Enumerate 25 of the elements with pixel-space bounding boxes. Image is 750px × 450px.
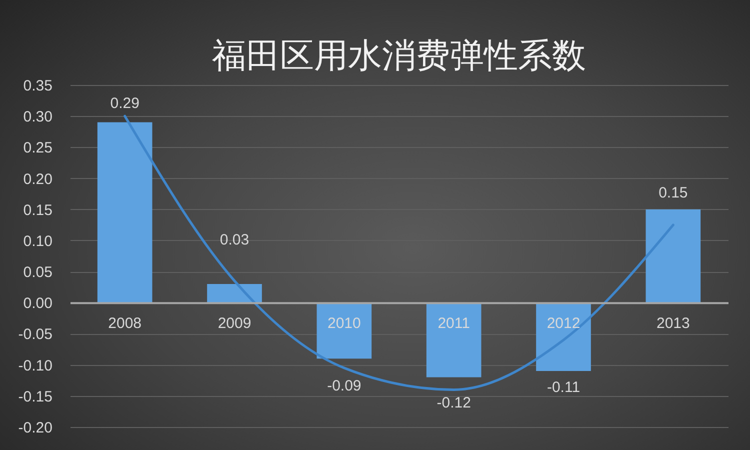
y-tick-label: -0.10 bbox=[18, 357, 52, 374]
y-tick-label: -0.05 bbox=[18, 326, 52, 344]
y-tick-label: 0.10 bbox=[23, 232, 52, 250]
y-tick-label: -0.15 bbox=[18, 388, 52, 406]
y-tick-label: -0.20 bbox=[18, 420, 52, 436]
x-tick-label: 2013 bbox=[656, 315, 690, 332]
y-tick-label: 0.30 bbox=[23, 108, 52, 126]
x-tick-label: 2012 bbox=[546, 315, 580, 332]
x-tick-label: 2009 bbox=[218, 315, 252, 332]
data-label: 0.03 bbox=[220, 232, 250, 249]
y-tick-label: 0.25 bbox=[23, 140, 52, 157]
data-label: -0.11 bbox=[546, 379, 580, 396]
y-tick-label: 0.00 bbox=[23, 295, 52, 312]
data-label: 0.29 bbox=[110, 95, 140, 112]
y-tick-label: 0.35 bbox=[23, 78, 52, 94]
chart-title: 福田区用水消费弹性系数 bbox=[212, 36, 586, 76]
x-tick-label: 2008 bbox=[108, 315, 142, 332]
y-tick-label: 0.05 bbox=[23, 264, 52, 282]
y-tick-label: 0.20 bbox=[23, 170, 52, 188]
data-label: -0.09 bbox=[327, 377, 362, 394]
x-tick-label: 2011 bbox=[438, 315, 470, 332]
data-label: -0.12 bbox=[436, 394, 471, 412]
data-label: 0.15 bbox=[658, 184, 688, 202]
y-tick-label: 0.15 bbox=[23, 202, 52, 219]
x-tick-label: 2010 bbox=[327, 315, 361, 332]
